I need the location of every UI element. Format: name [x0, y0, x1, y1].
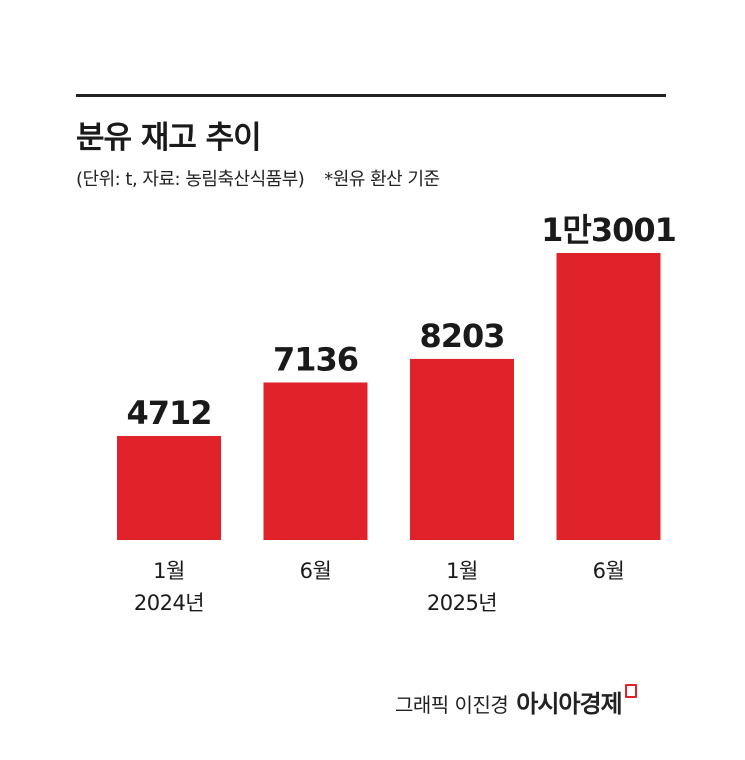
data-label-1: 4712: [126, 394, 211, 432]
top-rule: [76, 94, 666, 97]
credit: 그래픽 이진경 아시아경제: [395, 684, 637, 719]
conversion-note: *원유 환산 기준: [324, 169, 440, 190]
category-label-4: 6월: [593, 559, 625, 583]
brand-logo: 아시아경제: [516, 690, 622, 718]
bar-3: [410, 358, 514, 540]
bar-2: [263, 382, 368, 540]
year-label-1: 2024년: [134, 591, 204, 615]
bar-4: [556, 253, 661, 540]
category-label-1: 1월: [153, 559, 185, 583]
chart-subtitle: (단위: t, 자료: 농림축산식품부) *원유 환산 기준: [76, 165, 440, 191]
data-label-4: 1만3001: [541, 211, 676, 249]
graphic-credit: 그래픽 이진경: [395, 693, 509, 717]
year-label-3: 2025년: [427, 591, 497, 615]
brand-mark-icon: [624, 684, 637, 698]
category-label-2: 6월: [300, 559, 332, 583]
category-label-3: 1월: [446, 559, 478, 583]
chart-title: 분유 재고 추이: [76, 120, 262, 156]
data-label-3: 8203: [419, 317, 504, 355]
unit-source-note: (단위: t, 자료: 농림축산식품부): [76, 169, 305, 190]
bar-1: [117, 435, 221, 540]
data-label-2: 7136: [273, 340, 358, 378]
